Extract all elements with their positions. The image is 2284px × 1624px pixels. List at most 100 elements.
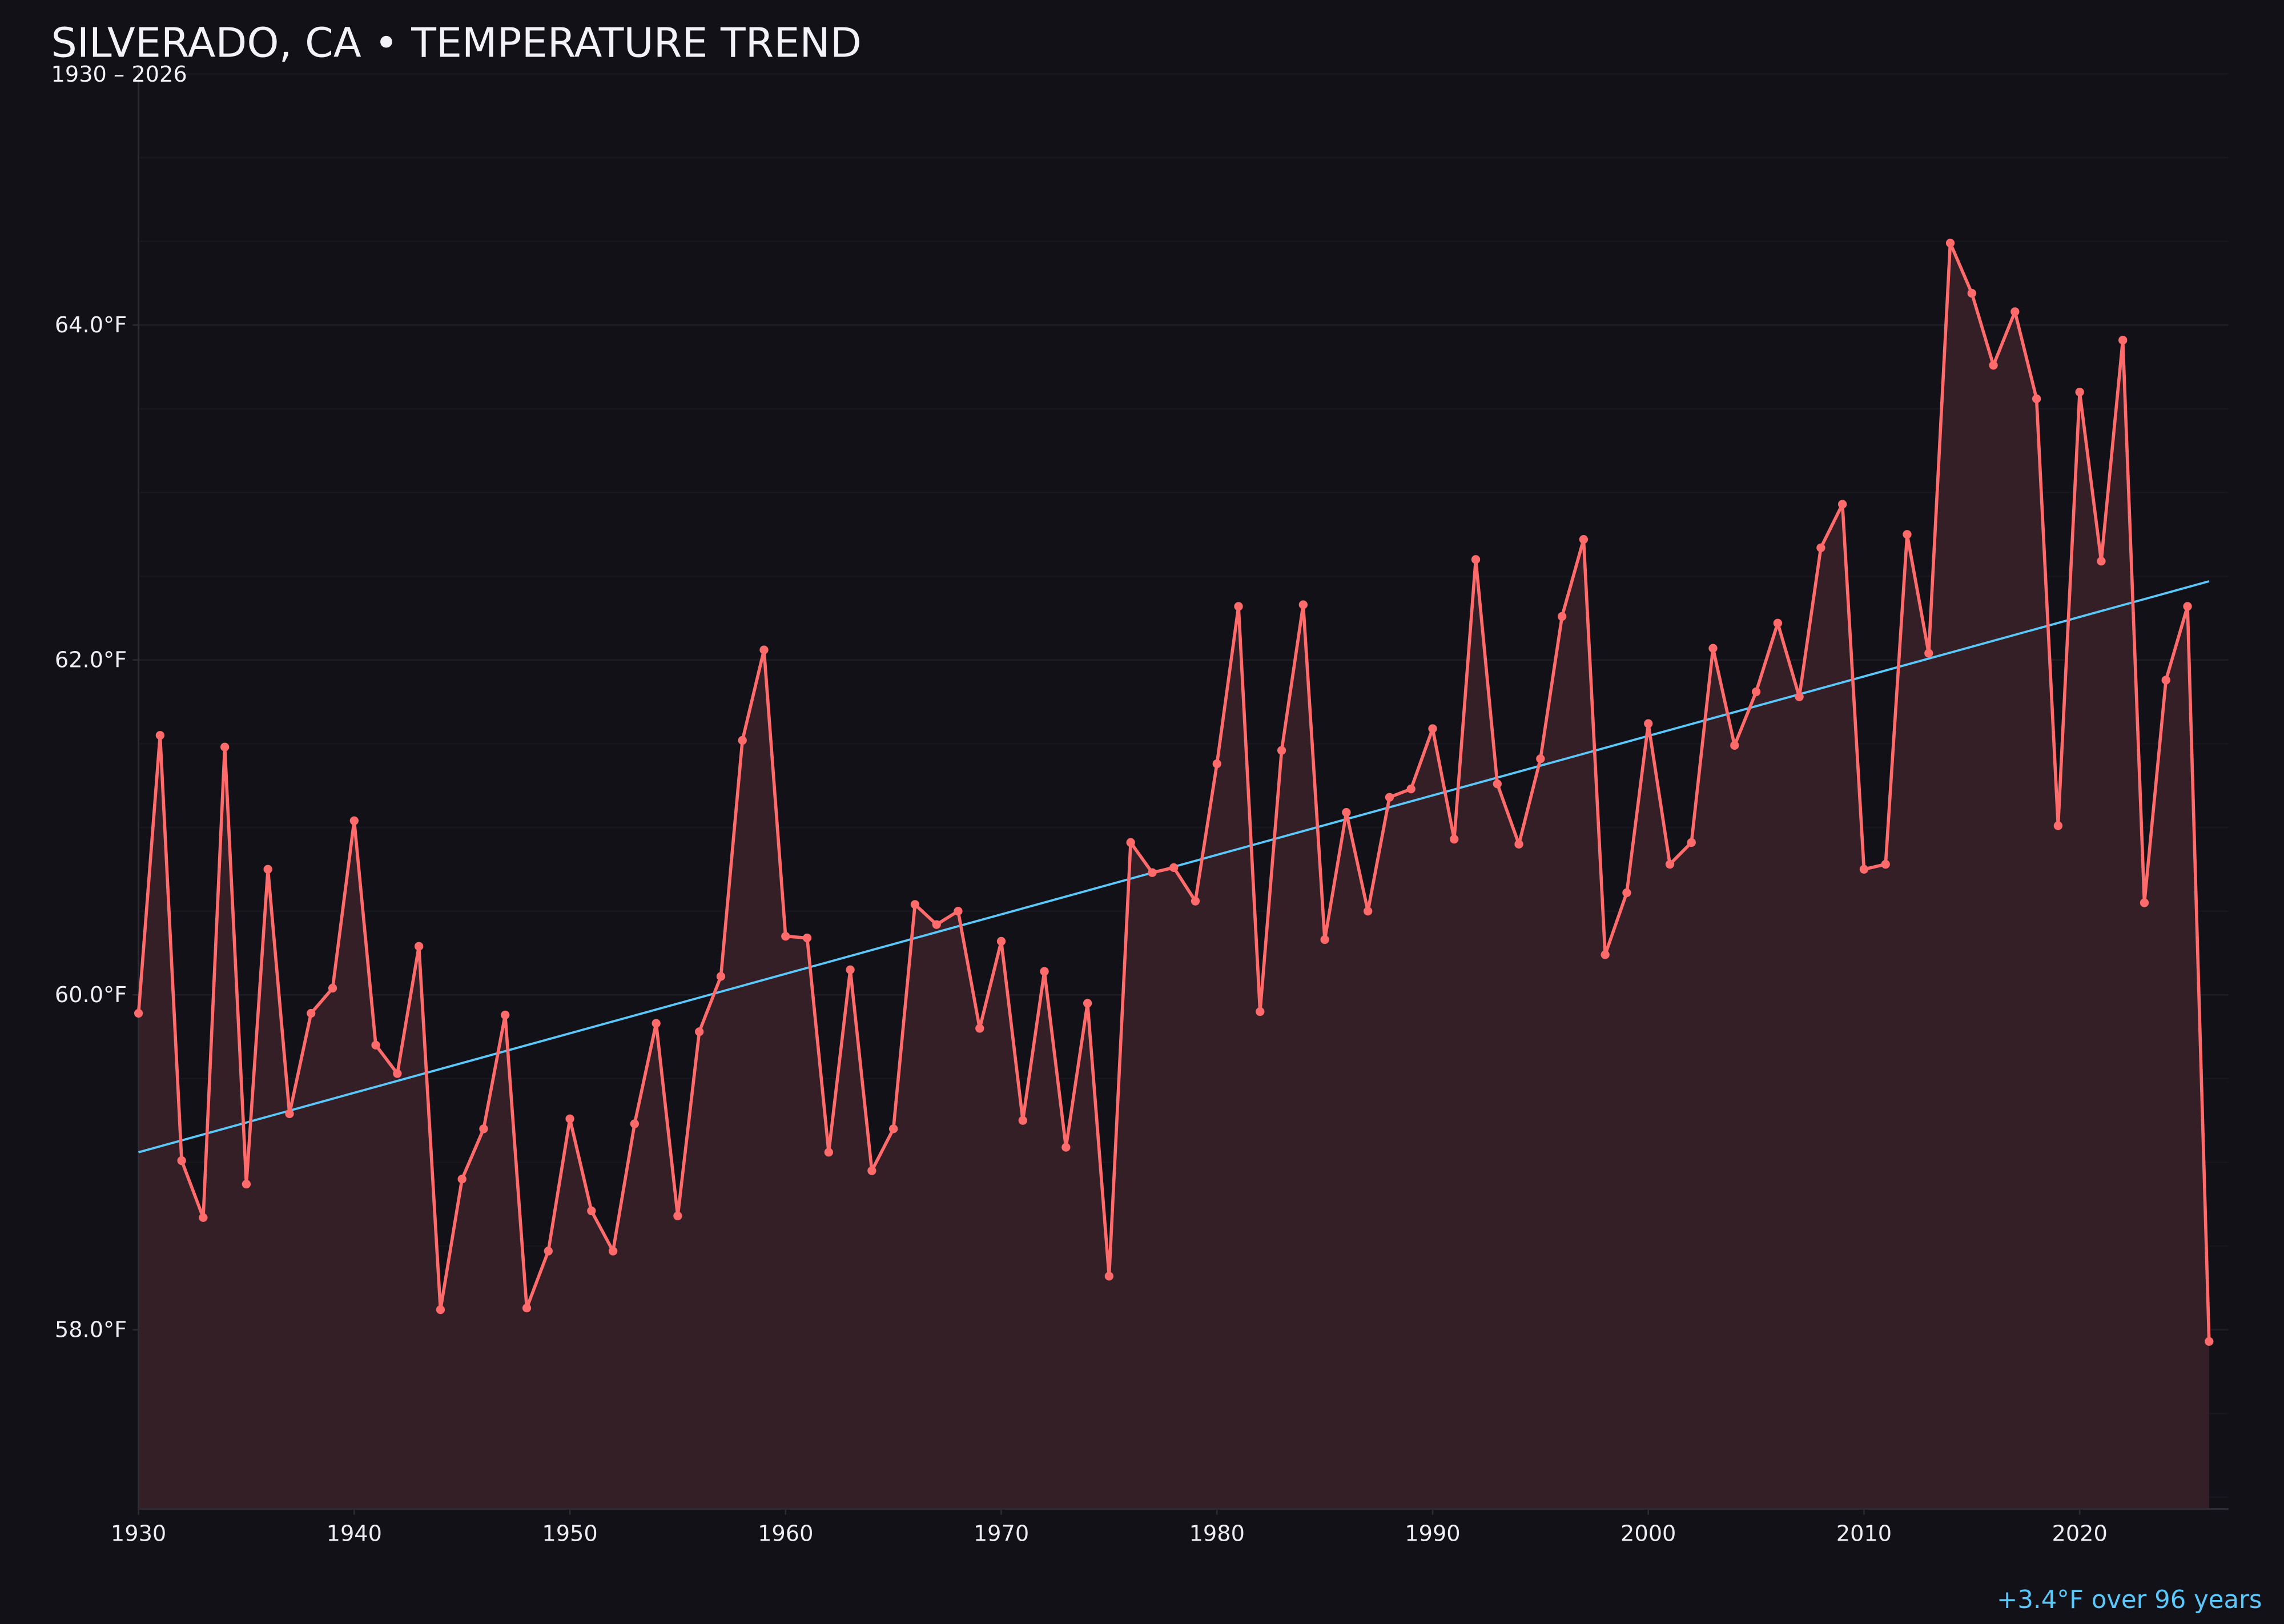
data-point [1406, 784, 1416, 794]
data-point [910, 900, 920, 909]
data-point [716, 972, 726, 981]
data-point [2032, 394, 2041, 403]
data-point [501, 1010, 510, 1020]
data-point [328, 983, 337, 993]
data-point [1169, 863, 1179, 873]
data-point [1945, 238, 1955, 248]
data-point [2183, 602, 2192, 611]
data-point [1126, 838, 1135, 847]
data-point [134, 1008, 143, 1018]
data-point [1104, 1272, 1114, 1281]
data-point [565, 1114, 574, 1123]
data-point [888, 1124, 898, 1133]
data-point [738, 735, 747, 745]
x-tick-label: 1930 [111, 1521, 166, 1547]
data-point [1622, 888, 1631, 898]
y-tick-label: 60.0°F [55, 982, 127, 1008]
x-axis-ticks: 1930 1940 1950 1960 1970 1980 1990 2000 2010 2020 [111, 1509, 2108, 1547]
data-point [1816, 543, 1825, 552]
data-point [2140, 898, 2149, 907]
data-point [1428, 724, 1437, 733]
data-point [975, 1024, 984, 1033]
data-point [1493, 779, 1502, 789]
data-point [1536, 754, 1545, 763]
x-tick-label: 1940 [327, 1521, 382, 1547]
data-point [220, 742, 230, 751]
data-point [1708, 644, 1718, 653]
x-tick-label: 1990 [1405, 1521, 1460, 1547]
data-point [1018, 1116, 1027, 1125]
data-point [2118, 336, 2128, 345]
data-point [1903, 530, 1912, 539]
data-point [1557, 612, 1567, 621]
data-point [1795, 692, 1804, 701]
data-point [199, 1213, 208, 1222]
x-tick-label: 1980 [1189, 1521, 1245, 1547]
chart-title: SILVERADO, CA • TEMPERATURE TREND [51, 19, 862, 66]
data-point [177, 1156, 186, 1165]
x-tick-label: 1970 [974, 1521, 1029, 1547]
data-point [824, 1148, 833, 1157]
data-point [479, 1124, 488, 1133]
data-point [522, 1303, 532, 1313]
data-point [1385, 793, 1394, 802]
data-point [1687, 838, 1696, 847]
y-tick-label: 62.0°F [55, 648, 127, 673]
data-point [759, 645, 769, 654]
data-point [414, 942, 424, 951]
x-tick-label: 1950 [542, 1521, 597, 1547]
data-point [1083, 999, 1092, 1008]
data-point [2075, 387, 2084, 397]
data-point [2097, 557, 2106, 566]
data-point [155, 731, 165, 740]
data-point [1234, 602, 1243, 611]
data-point [393, 1069, 402, 1078]
data-point [307, 1008, 316, 1018]
data-point [2205, 1337, 2214, 1346]
data-point [781, 931, 790, 941]
data-point [802, 933, 812, 943]
data-point [587, 1206, 596, 1216]
data-point [2161, 676, 2170, 685]
data-point [630, 1119, 640, 1128]
chart-subtitle: 1930 – 2026 [51, 62, 187, 87]
data-point [1881, 859, 1890, 869]
data-point [1773, 618, 1782, 628]
data-point [242, 1179, 251, 1189]
data-point [2010, 307, 2020, 316]
data-points [134, 238, 2214, 1346]
data-point [1320, 935, 1329, 944]
data-point [932, 920, 941, 929]
data-point [1450, 834, 1459, 844]
data-point [371, 1040, 380, 1050]
series-area-fill [138, 243, 2209, 1509]
data-point [1514, 839, 1523, 849]
data-point [544, 1247, 553, 1256]
data-point [1191, 897, 1200, 906]
data-point [1989, 361, 1998, 370]
data-point [1579, 534, 1589, 544]
data-point [2053, 821, 2063, 830]
data-point [1730, 741, 1739, 750]
data-point [652, 1019, 661, 1028]
data-point [673, 1211, 682, 1220]
data-point [695, 1027, 704, 1036]
data-point [1342, 807, 1351, 817]
data-point [1665, 859, 1675, 869]
data-point [457, 1175, 467, 1184]
y-tick-label: 64.0°F [55, 312, 127, 338]
data-point [608, 1247, 618, 1256]
data-point [1212, 759, 1221, 769]
data-point [1644, 719, 1653, 728]
data-point [954, 906, 963, 916]
x-tick-label: 2000 [1620, 1521, 1676, 1547]
data-point [846, 965, 855, 974]
x-tick-label: 1960 [758, 1521, 813, 1547]
data-point [1838, 500, 1847, 509]
x-tick-label: 2010 [1836, 1521, 1892, 1547]
data-point [1277, 746, 1286, 755]
data-point [1148, 868, 1157, 877]
data-point [1967, 288, 1976, 298]
data-point [1040, 967, 1049, 976]
data-point [1298, 600, 1308, 609]
